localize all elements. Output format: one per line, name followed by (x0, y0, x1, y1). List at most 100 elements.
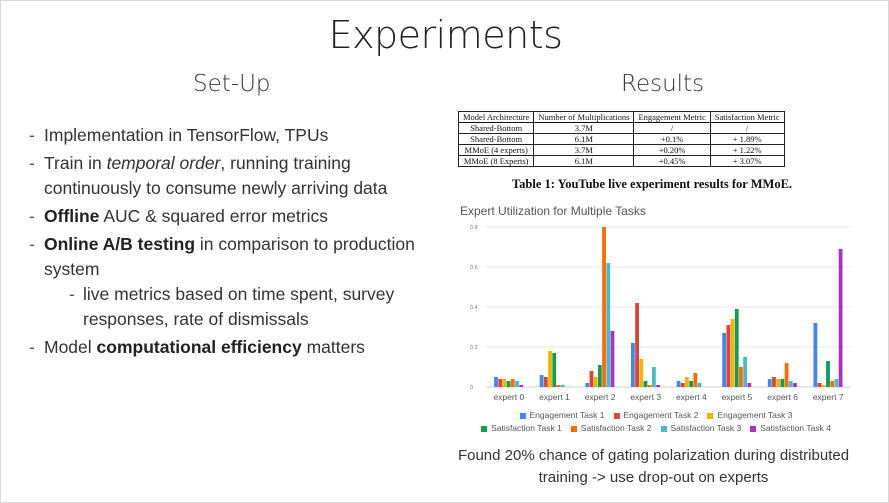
bar (647, 385, 652, 387)
x-tick-label: expert 5 (722, 392, 753, 402)
table-cell: MMoE (8 Experts) (457, 155, 535, 167)
bar (693, 373, 698, 387)
x-tick-label: expert 7 (813, 392, 844, 402)
bar (767, 379, 772, 387)
legend-swatch (707, 412, 714, 419)
x-tick-label: expert 0 (493, 392, 524, 402)
legend-label: Engagement Task 2 (623, 410, 699, 420)
table-caption: Table 1: YouTube live experiment results… (511, 177, 793, 191)
x-tick-label: expert 6 (767, 392, 798, 402)
bar (838, 249, 843, 387)
legend-swatch (613, 412, 620, 419)
bullet-efficiency: Model computational efficiency matters (29, 335, 429, 360)
bar (722, 333, 727, 387)
table-cell: +0.20% (633, 144, 711, 156)
legend-label: Engagement Task 3 (717, 410, 793, 420)
bar (630, 343, 635, 387)
bullet-emphasis: temporal order (106, 153, 221, 173)
bullet-text: Implementation in TensorFlow, TPUs (44, 125, 329, 145)
legend-row: Engagement Task 1 Engagement Task 2 Engage… (456, 409, 856, 422)
bar (606, 263, 611, 387)
table-cell: + 1.22% (709, 144, 785, 156)
bar (734, 309, 739, 387)
bar (739, 367, 743, 387)
bar (834, 379, 839, 387)
legend-label: Satisfaction Task 2 (580, 423, 652, 433)
bar (548, 351, 552, 387)
bullet-text: in comparison to production system (44, 234, 415, 279)
setup-heading: Set-Up (193, 71, 271, 97)
y-tick-label: 0.4 (470, 305, 478, 311)
table-row: MMoE (4 experts) 3.7M +0.20% + 1.22% (457, 144, 785, 156)
bar (817, 383, 822, 387)
sub-bullet-live-metrics: live metrics based on time spent, survey… (69, 282, 429, 332)
bullet-text: , running training continuously to consu… (44, 153, 388, 198)
table-cell: 3.7M (533, 144, 635, 156)
bullet-online-ab: Online A/B testing in comparison to prod… (29, 232, 429, 332)
bar (689, 381, 694, 387)
bar (560, 385, 565, 387)
bar (730, 319, 735, 387)
legend-item: Satisfaction Task 2 (570, 422, 652, 435)
legend-item: Engagement Task 1 (519, 409, 605, 422)
bar (821, 385, 826, 387)
bar (830, 381, 835, 387)
bar (772, 377, 776, 387)
table-cell: + 1.89% (709, 133, 785, 145)
legend-swatch (570, 425, 577, 432)
x-tick-label: expert 4 (676, 392, 707, 402)
table-cell: +0.1% (633, 133, 711, 145)
bar (780, 379, 785, 387)
table-cell: +0.45% (633, 155, 711, 167)
bar (510, 379, 515, 387)
table-cell: 6.1M (533, 155, 635, 167)
bar (589, 371, 594, 387)
table-row: MMoE (8 Experts) 6.1M +0.45% + 3.07% (457, 155, 785, 167)
bullet-bold: Online A/B testing (44, 234, 196, 254)
bar (519, 385, 524, 387)
legend-label: Satisfaction Task 1 (491, 423, 562, 433)
y-tick-label: 0.8 (470, 225, 478, 231)
bar (788, 381, 793, 387)
x-tick-label: expert 2 (585, 392, 616, 402)
bar (506, 381, 511, 387)
bar (697, 383, 702, 387)
bar (602, 227, 606, 387)
table-cell: Shared-Bottom (457, 122, 535, 134)
x-tick-label: expert 3 (630, 392, 661, 402)
y-tick-label: 0.6 (470, 265, 478, 271)
bar (552, 353, 557, 387)
bar (498, 379, 503, 387)
legend-row: Satisfaction Task 1 Satisfaction Task 2 Sa… (456, 422, 856, 435)
bar (543, 377, 548, 387)
legend-item: Engagement Task 2 (613, 409, 699, 422)
table-cell: / (633, 122, 711, 134)
bar (635, 303, 639, 387)
bar (680, 383, 685, 387)
legend-label: Satisfaction Task 4 (760, 423, 831, 433)
table-header-cell: Number of Multiplications (533, 111, 635, 123)
bar (776, 379, 781, 387)
bar (793, 383, 797, 387)
bar (502, 379, 507, 387)
legend-swatch (750, 425, 757, 432)
bullet-bold: Offline (44, 206, 100, 226)
bar (597, 365, 602, 387)
table-cell: 3.7M (533, 122, 635, 134)
slide-title: Experiments (328, 13, 563, 57)
bullet-text: matters (301, 337, 365, 357)
bar (585, 383, 590, 387)
chart-legend: Engagement Task 1 Engagement Task 2 Engage… (456, 409, 856, 435)
legend-swatch (481, 425, 488, 432)
bullet-temporal-order: Train in temporal order, running trainin… (29, 151, 429, 201)
table-cell: 6.1M (533, 133, 635, 145)
bar (685, 377, 689, 387)
bar (494, 377, 498, 387)
legend-label: Engagement Task 1 (529, 410, 605, 420)
bullet-implementation: Implementation in TensorFlow, TPUs (29, 123, 429, 148)
bullet-text: Train in (44, 153, 107, 173)
bar (826, 361, 830, 387)
bar (743, 357, 748, 387)
bar (539, 375, 544, 387)
